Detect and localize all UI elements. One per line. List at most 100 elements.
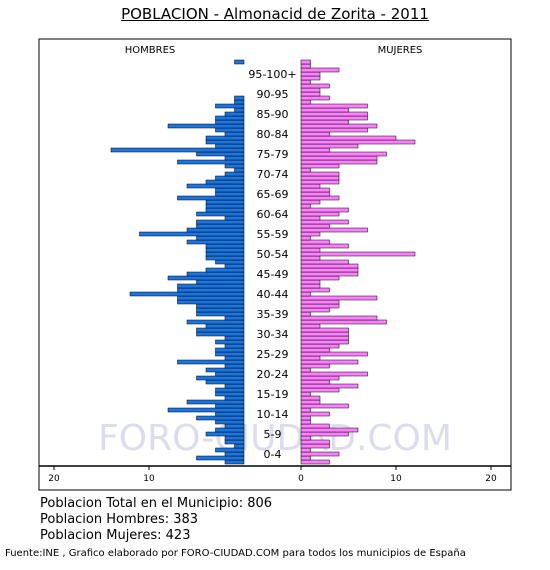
women-bar-age-22 (300, 371, 368, 377)
women-bar-age-12 (300, 411, 330, 417)
men-bar-age-72 (224, 171, 245, 177)
men-bar-age-25 (177, 359, 245, 365)
women-bar-age-21 (300, 375, 340, 381)
women-bar-age-95 (300, 79, 311, 85)
women-population: Poblacion Mujeres: 423 (40, 528, 191, 543)
women-bar-age-54 (300, 243, 349, 249)
women-bar-age-11 (300, 415, 311, 421)
women-bar-age-69 (300, 183, 321, 189)
men-bar-age-29 (224, 343, 245, 349)
women-bar-age-68 (300, 187, 330, 193)
women-bar-age-73 (300, 167, 311, 173)
men-bar-age-62 (196, 211, 245, 217)
chart-frame (38, 38, 512, 491)
men-bar-age-30 (215, 339, 245, 345)
women-bar-age-62 (300, 211, 340, 217)
men-bar-age-7 (205, 431, 245, 437)
women-bars (300, 59, 416, 465)
women-bar-age-82 (300, 131, 330, 137)
age-label-65-69: 65-69 (257, 188, 289, 201)
legend-men-label: HOMBRES (125, 45, 176, 56)
men-bar-age-50 (215, 259, 245, 265)
women-bar-age-63 (300, 207, 349, 213)
men-bar-age-64 (205, 203, 245, 209)
men-bar-age-8 (215, 427, 245, 433)
women-bar-age-28 (300, 347, 330, 353)
women-bar-age-87 (300, 111, 368, 117)
women-bar-age-67 (300, 191, 330, 197)
men-bar-age-87 (224, 111, 245, 117)
men-bar-age-56 (196, 235, 245, 241)
women-bar-age-24 (300, 363, 330, 369)
women-bar-age-83 (300, 127, 368, 133)
men-bar-age-35 (186, 319, 245, 325)
women-bar-age-45 (300, 279, 321, 285)
men-bar-age-22 (215, 371, 245, 377)
men-bar-age-89 (215, 103, 245, 109)
men-bar-age-73 (234, 167, 245, 173)
men-bar-age-39 (196, 303, 245, 309)
men-bar-age-41 (177, 295, 245, 301)
women-bar-age-80 (300, 139, 416, 145)
women-bar-age-6 (300, 435, 311, 441)
men-bar-age-3 (215, 447, 245, 453)
men-bar-age-57 (139, 231, 245, 237)
women-bar-age-86 (300, 115, 368, 121)
men-bar-age-12 (215, 411, 245, 417)
women-bar-age-70 (300, 179, 340, 185)
men-bar-age-51 (205, 255, 245, 261)
women-bar-age-7 (300, 431, 349, 437)
women-bar-age-76 (300, 155, 378, 161)
men-bar-age-84 (167, 123, 245, 129)
women-bar-age-25 (300, 359, 359, 365)
women-bar-age-15 (300, 399, 321, 405)
men-bar-age-6 (224, 435, 245, 441)
women-bar-age-41 (300, 295, 378, 301)
women-bar-age-23 (300, 367, 311, 373)
men-bar-age-74 (224, 163, 245, 169)
women-bar-age-49 (300, 263, 359, 269)
men-bar-age-18 (215, 387, 245, 393)
men-bar-age-37 (196, 311, 245, 317)
men-bar-age-31 (224, 335, 245, 341)
women-bar-age-27 (300, 351, 368, 357)
women-bar-age-78 (300, 147, 330, 153)
women-bar-age-37 (300, 311, 311, 317)
men-bar-age-63 (205, 207, 245, 213)
age-label-30-34: 30-34 (257, 328, 289, 341)
men-bar-age-34 (205, 323, 245, 329)
men-bar-age-53 (205, 247, 245, 253)
women-bar-age-72 (300, 171, 340, 177)
age-label-70-74: 70-74 (257, 168, 289, 181)
women-bar-age-19 (300, 383, 359, 389)
women-bar-age-61 (300, 215, 321, 221)
men-bar-age-36 (224, 315, 245, 321)
women-bar-age-77 (300, 151, 387, 157)
men-bar-age-16 (224, 395, 245, 401)
chart-title: POBLACION - Almonacid de Zorita - 2011 (121, 5, 429, 23)
men-bar-age-91 (234, 95, 245, 101)
men-bar-age-59 (196, 223, 245, 229)
women-bar-age-38 (300, 307, 330, 313)
women-bar-age-42 (300, 291, 311, 297)
age-label-95-100+: 95-100+ (248, 68, 296, 81)
men-bar-age-38 (196, 307, 245, 313)
men-bar-age-40 (177, 299, 245, 305)
women-bar-age-64 (300, 203, 311, 209)
women-bar-age-98 (300, 67, 340, 73)
age-label-75-79: 75-79 (257, 148, 289, 161)
age-label-10-14: 10-14 (257, 408, 289, 421)
age-label-45-49: 45-49 (257, 268, 289, 281)
women-bar-age-34 (300, 323, 321, 329)
men-bar-age-68 (215, 187, 245, 193)
women-bar-age-14 (300, 403, 349, 409)
women-bar-age-51 (300, 255, 321, 261)
women-bar-age-91 (300, 95, 330, 101)
women-bar-age-99 (300, 63, 311, 69)
women-bar-age-58 (300, 227, 368, 233)
age-group-labels: 0-4 5-9 10-14 15-19 20-24 25-29 30-34 35-39 40-4… (248, 68, 296, 461)
women-bar-age-85 (300, 119, 349, 125)
women-bar-age-60 (300, 219, 349, 225)
women-bar-age-29 (300, 343, 340, 349)
men-bar-age-49 (224, 263, 245, 269)
